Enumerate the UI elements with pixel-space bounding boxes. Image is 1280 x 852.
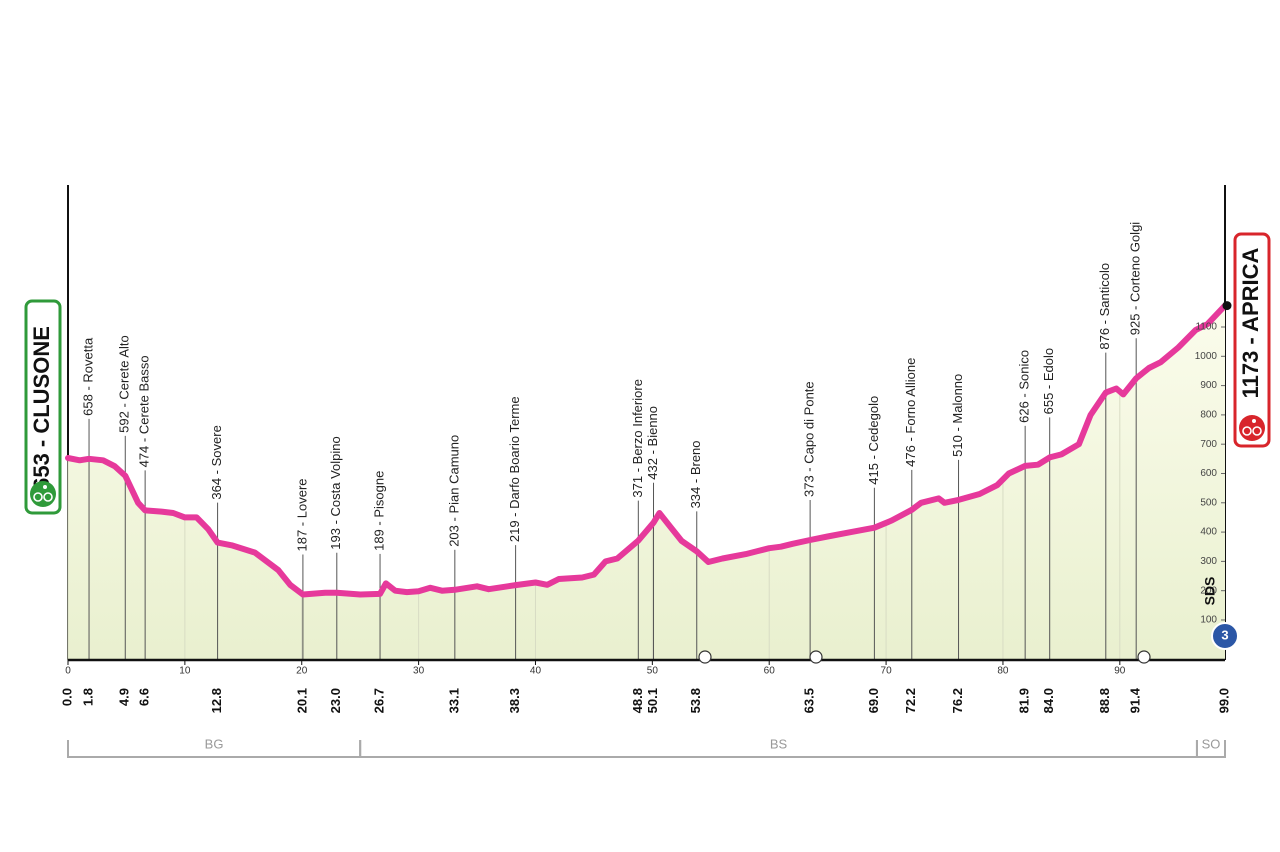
region-label: BS (770, 736, 788, 751)
waypoint-label: 415 - Cedegolo (866, 396, 881, 485)
km-label: 88.8 (1097, 688, 1112, 713)
km-label: 99.0 (1216, 688, 1231, 713)
km-label: 38.3 (507, 688, 522, 713)
waypoint-label: 219 - Darfo Boario Terme (507, 396, 522, 542)
y-tick-label: 200 (1200, 585, 1217, 596)
waypoint-label: 371 - Berzo Inferiore (630, 379, 645, 498)
km-label: 20.1 (294, 688, 309, 713)
x-tick-label: 0 (65, 666, 71, 677)
waypoint-label: 334 - Breno (688, 440, 703, 508)
start-icon (30, 481, 56, 507)
waypoint-label: 655 - Edolo (1041, 348, 1056, 415)
x-tick-label: 50 (647, 666, 659, 677)
km-label: 76.2 (950, 688, 965, 713)
x-tick-label: 80 (997, 666, 1009, 677)
icon (698, 650, 712, 664)
y-tick-label: 400 (1200, 527, 1217, 538)
start-box: 653 - CLUSONE (24, 299, 62, 515)
x-tick-label: 60 (764, 666, 776, 677)
y-tick-label: 600 (1200, 468, 1217, 479)
waypoint-label: 189 - Pisogne (371, 471, 386, 551)
km-label: 4.9 (117, 688, 132, 706)
x-tick-label: 90 (1114, 666, 1126, 677)
waypoint-label: 193 - Costa Volpino (328, 436, 343, 549)
y-tick-label: 1100 (1195, 322, 1217, 333)
icon (1137, 650, 1151, 664)
km-label: 81.9 (1017, 688, 1032, 713)
finish-icon (1239, 415, 1265, 441)
waypoint-label: 876 - Santicolo (1097, 263, 1112, 350)
plot: BG BS SO 0.0 1.8 658 - Rovetta 4.9 592 - Cerete… (59, 185, 1232, 758)
y-tick-label: 800 (1200, 410, 1217, 421)
climb-label: SDS (1202, 577, 1218, 606)
waypoint-label: 187 - Lovere (294, 478, 309, 551)
climb-badge (1211, 622, 1239, 650)
km-label: 84.0 (1041, 688, 1056, 713)
x-tick-label: 30 (413, 666, 425, 677)
waypoint-label: 432 - Bienno (645, 406, 660, 480)
km-label: 0.0 (59, 688, 74, 706)
waypoint-label: 658 - Rovetta (80, 337, 95, 416)
km-label: 1.8 (80, 688, 95, 706)
km-label: 50.1 (645, 688, 660, 713)
waypoint-label: 592 - Cerete Alto (117, 335, 132, 433)
x-tick-label: 70 (881, 666, 893, 677)
start-icon-head (43, 485, 47, 489)
region-label: SO (1202, 736, 1221, 751)
profile-line (65, 302, 1228, 598)
finish-icon-wheel (1242, 426, 1252, 436)
route-icons (698, 650, 1151, 664)
waypoint-label: 510 - Malonno (950, 374, 965, 457)
start-frame (24, 299, 62, 515)
km-label: 6.6 (137, 688, 152, 706)
km-label: 26.7 (371, 688, 386, 713)
icon (809, 650, 823, 664)
profile-area (68, 305, 1225, 660)
region-label: BG (205, 736, 224, 751)
km-label: 12.8 (209, 688, 224, 713)
waypoint-label: 925 - Corteno Golgi (1128, 222, 1143, 336)
finish-frame (1233, 232, 1271, 448)
km-label: 72.2 (903, 688, 918, 713)
y-tick-label: 300 (1200, 556, 1217, 567)
y-tick-label: 500 (1200, 497, 1217, 508)
x-tick-label: 40 (530, 666, 542, 677)
start-label: 653 - CLUSONE (29, 326, 54, 490)
waypoint-label: 203 - Pian Camuno (446, 435, 461, 547)
km-label: 33.1 (446, 688, 461, 713)
finish-box: 1173 - APRICA (1233, 232, 1271, 448)
km-label: 53.8 (688, 688, 703, 713)
km-label: 91.4 (1128, 687, 1143, 713)
y-tick-label: 1000 (1195, 351, 1218, 362)
x-tick-label: 10 (179, 666, 191, 677)
km-label: 63.5 (802, 688, 817, 713)
y-tick-label: 900 (1200, 380, 1217, 391)
waypoint-label: 474 - Cerete Basso (137, 355, 152, 467)
finish-dot (1222, 301, 1232, 311)
start-icon-wheel (43, 492, 53, 502)
y-tick-label: 700 (1200, 439, 1217, 450)
km-label: 69.0 (866, 688, 881, 713)
waypoint-label: 373 - Capo di Ponte (802, 381, 817, 497)
climb-category: 3 (1221, 627, 1228, 642)
finish-icon-head (1252, 419, 1256, 423)
start-icon-wheel (33, 492, 43, 502)
km-label: 48.8 (630, 688, 645, 713)
waypoint-label: 476 - Forno Allione (903, 358, 918, 467)
finish-label: 1173 - APRICA (1238, 247, 1263, 398)
y-tick-label: 100 (1200, 615, 1217, 626)
finish-icon-wheel (1252, 426, 1262, 436)
km-label: 23.0 (328, 688, 343, 713)
waypoint-label: 364 - Sovere (209, 425, 224, 499)
x-tick-label: 20 (296, 666, 308, 677)
waypoint-label: 626 - Sonico (1017, 350, 1032, 423)
